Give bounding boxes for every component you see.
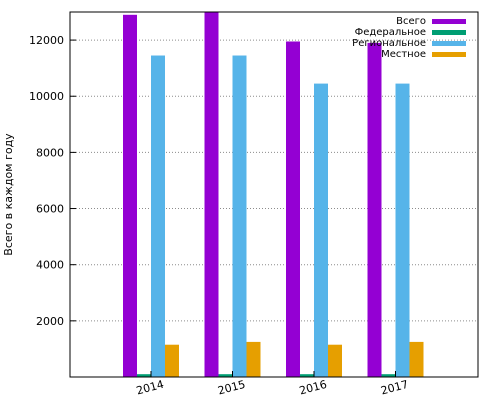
legend-swatch <box>432 19 466 24</box>
y-tick-label: 10000 <box>29 90 64 103</box>
bar-Федеральное-2015 <box>218 374 233 377</box>
bar-Всего-2017 <box>367 42 382 378</box>
x-tick-label: 2015 <box>216 378 246 398</box>
bar-Местное-2014 <box>165 344 179 377</box>
y-tick-label: 8000 <box>36 146 64 159</box>
legend-swatch <box>432 52 466 57</box>
bar-Всего-2015 <box>204 12 219 377</box>
legend-label: Всего <box>396 16 426 27</box>
bar-Региональное-2016 <box>314 83 328 377</box>
bar-Федеральное-2016 <box>300 374 314 377</box>
bar-Региональное-2017 <box>395 83 410 377</box>
bar-Местное-2017 <box>409 341 424 377</box>
plot-frame <box>69 11 479 378</box>
legend-label: Федеральное <box>355 27 426 38</box>
bar-Федеральное-2014 <box>137 374 151 377</box>
y-tick-label: 12000 <box>29 34 64 47</box>
y-tick-label: 2000 <box>36 315 64 328</box>
y-axis-title: Всего в каждом году <box>2 133 15 256</box>
legend-swatch <box>432 41 466 46</box>
x-tick-label: 2014 <box>135 378 165 398</box>
y-tick-label: 6000 <box>36 203 64 216</box>
legend-label: Региональное <box>352 38 426 49</box>
y-axis: 2000 4000 6000 8000 10000 12000 <box>29 34 76 328</box>
x-tick-label: 2017 <box>379 378 409 398</box>
y-tick-label: 4000 <box>36 259 64 272</box>
bar-Всего-2016 <box>286 41 300 377</box>
gridlines <box>70 39 478 322</box>
bar-Региональное-2015 <box>232 55 247 378</box>
bar-Местное-2016 <box>328 344 342 377</box>
x-tick-label: 2016 <box>298 378 328 398</box>
bar-Местное-2015 <box>246 341 261 377</box>
bar-Региональное-2014 <box>151 55 165 378</box>
bar-Федеральное-2017 <box>381 374 396 377</box>
legend-label: Местное <box>381 49 426 60</box>
bars <box>123 12 424 378</box>
bar-Всего-2014 <box>123 14 137 378</box>
legend-swatch <box>432 30 466 35</box>
